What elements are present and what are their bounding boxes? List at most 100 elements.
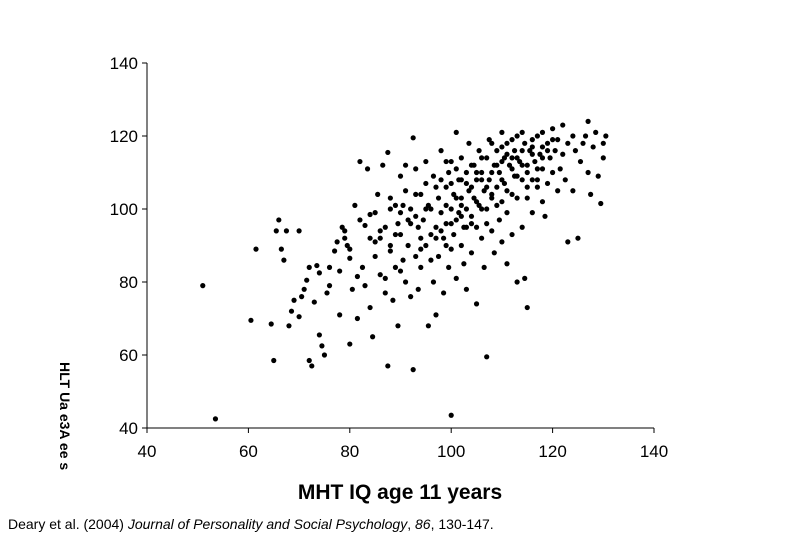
y-tick-label: 80 — [119, 273, 138, 292]
data-point — [547, 155, 553, 161]
data-point — [362, 222, 368, 229]
data-point — [463, 286, 470, 292]
data-point — [428, 231, 434, 238]
data-point — [466, 188, 472, 194]
x-tick-label: 60 — [239, 442, 258, 461]
plot-area — [200, 118, 609, 422]
data-point — [542, 213, 548, 219]
data-point — [499, 239, 505, 245]
data-point — [423, 206, 429, 212]
data-point — [489, 140, 495, 146]
data-point — [484, 206, 490, 212]
data-point — [382, 290, 388, 296]
data-point — [476, 202, 482, 208]
data-point — [484, 221, 490, 227]
data-point — [473, 177, 480, 183]
data-point — [534, 184, 540, 190]
data-point — [595, 173, 601, 179]
x-tick-label: 40 — [138, 442, 157, 461]
data-point — [337, 268, 343, 274]
data-point — [342, 235, 348, 241]
data-point — [463, 206, 470, 212]
data-point — [555, 188, 561, 194]
data-point — [443, 221, 449, 227]
data-point — [435, 195, 442, 201]
data-point — [463, 169, 470, 176]
data-point — [544, 140, 551, 146]
data-point — [311, 299, 317, 305]
data-point — [433, 224, 439, 230]
data-point — [524, 169, 530, 176]
data-point — [397, 268, 404, 274]
data-point — [359, 264, 366, 270]
data-point — [565, 140, 571, 146]
data-point — [481, 264, 487, 270]
data-point — [344, 242, 350, 249]
data-point — [509, 166, 515, 172]
data-point — [248, 317, 254, 323]
data-point — [494, 184, 500, 190]
data-point — [486, 137, 492, 143]
data-point — [484, 155, 490, 161]
data-point — [509, 231, 515, 238]
x-axis: 40 60 80 100 120 140 — [138, 427, 668, 461]
data-point — [402, 279, 409, 285]
data-point — [473, 169, 480, 176]
data-point — [443, 202, 449, 208]
data-point — [400, 202, 406, 208]
data-point — [468, 213, 475, 219]
data-point — [473, 301, 480, 307]
data-point — [418, 264, 424, 270]
data-point — [387, 206, 393, 212]
data-point — [499, 158, 505, 165]
y-tick-label: 120 — [110, 127, 138, 146]
data-point — [509, 155, 515, 161]
data-point — [367, 304, 373, 311]
data-point — [560, 151, 566, 157]
data-point — [550, 126, 556, 132]
data-point — [362, 283, 368, 289]
data-point — [281, 257, 287, 263]
data-point — [377, 235, 383, 241]
data-point — [600, 140, 606, 146]
data-point — [372, 253, 378, 260]
data-point — [291, 297, 297, 303]
data-point — [479, 155, 485, 161]
citation-pages: , 130-147. — [430, 516, 494, 532]
data-point — [451, 191, 457, 197]
data-point — [377, 228, 383, 234]
data-point — [392, 231, 399, 238]
data-point — [519, 224, 525, 230]
data-point — [451, 231, 457, 238]
x-tick-label: 100 — [437, 442, 465, 461]
data-point — [446, 169, 452, 176]
data-point — [471, 195, 477, 201]
data-point — [367, 211, 373, 218]
data-point — [448, 180, 454, 187]
data-point — [349, 286, 355, 292]
data-point — [514, 133, 520, 139]
data-point — [506, 162, 513, 168]
data-point — [468, 184, 475, 190]
data-point — [413, 166, 419, 172]
data-point — [397, 210, 404, 216]
data-point — [484, 184, 490, 190]
data-point — [430, 279, 437, 285]
data-point — [392, 202, 399, 208]
data-point — [347, 341, 353, 347]
data-point — [486, 177, 492, 183]
data-point — [504, 188, 510, 194]
data-point — [489, 228, 495, 234]
data-point — [276, 217, 282, 223]
data-point — [425, 323, 431, 329]
data-point — [544, 180, 551, 187]
data-point — [534, 166, 540, 172]
data-point — [440, 290, 447, 296]
data-point — [585, 169, 591, 176]
data-point — [522, 275, 528, 281]
data-point — [550, 137, 556, 143]
data-point — [428, 257, 434, 263]
data-point — [534, 133, 540, 139]
data-point — [511, 148, 518, 154]
